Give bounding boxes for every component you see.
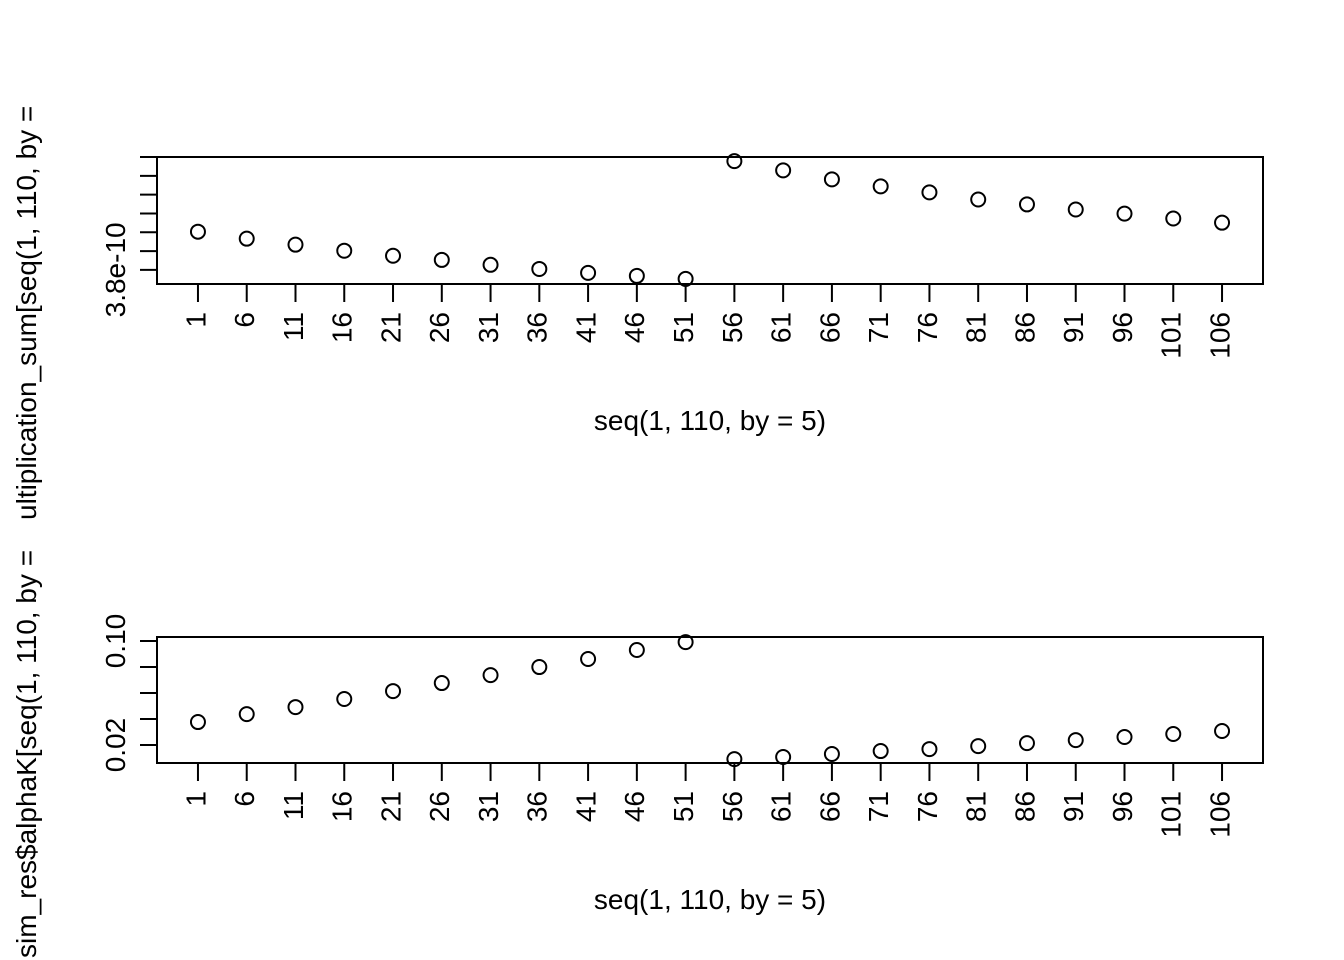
x-tick-label: 36 [522, 791, 553, 822]
point [482, 256, 499, 273]
x-tick-label: 26 [424, 312, 455, 343]
point [1165, 210, 1182, 227]
point [385, 247, 402, 264]
y-tick-label: 0.10 [100, 614, 131, 669]
point [1214, 723, 1231, 740]
y-tick-label: 3.8e-10 [100, 222, 131, 317]
point [970, 191, 987, 208]
point [628, 642, 645, 659]
x-tick-label: 96 [1107, 312, 1138, 343]
x-axis-label: seq(1, 110, by = 5) [594, 405, 826, 436]
point [1067, 201, 1084, 218]
x-tick-label: 36 [522, 312, 553, 343]
x-tick-label: 61 [766, 791, 797, 822]
point [531, 260, 548, 277]
point [433, 251, 450, 268]
x-tick-label: 6 [229, 312, 260, 328]
point [726, 153, 743, 170]
x-tick-label: 1 [180, 312, 211, 328]
point [1116, 728, 1133, 745]
point [823, 746, 840, 763]
point [921, 184, 938, 201]
x-tick-label: 81 [961, 312, 992, 343]
point [238, 706, 255, 723]
point [775, 162, 792, 179]
point [628, 267, 645, 284]
point [872, 743, 889, 760]
point [1214, 214, 1231, 231]
x-tick-label: 61 [766, 312, 797, 343]
point [726, 751, 743, 768]
point [580, 264, 597, 281]
point [1018, 735, 1035, 752]
x-tick-label: 106 [1204, 312, 1235, 359]
x-tick-label: 16 [327, 791, 358, 822]
x-tick-label: 106 [1204, 791, 1235, 838]
point [823, 171, 840, 188]
x-tick-label: 31 [473, 312, 504, 343]
y-axis-label: sim_res$alphaK[seq(1, 110, by = [11, 550, 42, 958]
y-axis-label: ultiplication_sum[seq(1, 110, by = [11, 106, 42, 520]
point [238, 230, 255, 247]
point [189, 714, 206, 731]
x-tick-label: 26 [424, 791, 455, 822]
point [336, 691, 353, 708]
point [433, 675, 450, 692]
x-tick-label: 41 [570, 791, 601, 822]
x-tick-label: 16 [327, 312, 358, 343]
x-tick-label: 86 [1009, 312, 1040, 343]
point [970, 738, 987, 755]
point [1018, 196, 1035, 213]
point [677, 634, 694, 651]
point [385, 683, 402, 700]
point [580, 650, 597, 667]
x-tick-label: 71 [863, 312, 894, 343]
x-tick-label: 71 [863, 791, 894, 822]
x-axis-label: seq(1, 110, by = 5) [594, 884, 826, 915]
point [531, 659, 548, 676]
point [482, 667, 499, 684]
point [287, 699, 304, 716]
point [1165, 726, 1182, 743]
y-tick-label: 0.02 [100, 718, 131, 773]
x-tick-label: 66 [814, 791, 845, 822]
x-tick-label: 1 [180, 791, 211, 807]
x-tick-label: 51 [668, 791, 699, 822]
x-tick-label: 46 [619, 312, 650, 343]
x-tick-label: 101 [1156, 791, 1187, 838]
point [189, 223, 206, 240]
x-tick-label: 91 [1058, 312, 1089, 343]
x-tick-label: 81 [961, 791, 992, 822]
x-tick-label: 56 [717, 791, 748, 822]
plot-frame [156, 156, 1264, 285]
point [677, 270, 694, 287]
point [1116, 205, 1133, 222]
x-tick-label: 56 [717, 312, 748, 343]
point [1067, 732, 1084, 749]
x-tick-label: 6 [229, 791, 260, 807]
point [775, 749, 792, 766]
point [921, 741, 938, 758]
point [336, 242, 353, 259]
x-tick-label: 41 [570, 312, 601, 343]
x-tick-label: 86 [1009, 791, 1040, 822]
point [872, 178, 889, 195]
x-tick-label: 31 [473, 791, 504, 822]
x-tick-label: 76 [912, 312, 943, 343]
x-tick-label: 46 [619, 791, 650, 822]
x-tick-label: 11 [278, 312, 309, 341]
x-tick-label: 91 [1058, 791, 1089, 822]
x-tick-label: 11 [278, 791, 309, 820]
x-tick-label: 51 [668, 312, 699, 343]
x-tick-label: 21 [375, 791, 406, 822]
x-tick-label: 101 [1156, 312, 1187, 359]
x-tick-label: 21 [375, 312, 406, 343]
point [287, 236, 304, 253]
plot-frame [156, 636, 1264, 764]
x-tick-label: 96 [1107, 791, 1138, 822]
x-tick-label: 76 [912, 791, 943, 822]
x-tick-label: 66 [814, 312, 845, 343]
